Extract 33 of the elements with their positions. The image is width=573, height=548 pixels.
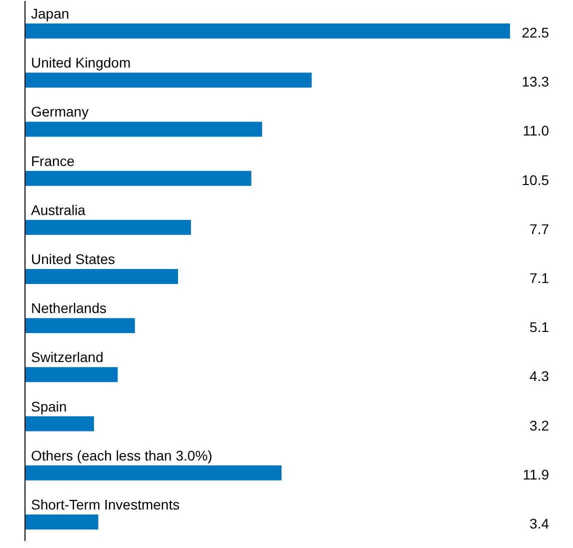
y-tick-label: France — [31, 152, 75, 169]
data-label: 10.5 — [522, 172, 550, 188]
bar — [25, 514, 98, 530]
y-tick-label: Short-Term Investments — [31, 496, 180, 512]
data-label: 22.5 — [522, 24, 550, 41]
bar — [25, 220, 191, 235]
bar — [25, 269, 178, 284]
data-label: 11.0 — [522, 122, 550, 139]
data-label: 4.3 — [530, 368, 550, 384]
y-tick-label: Others (each less than 3.0%) — [31, 447, 212, 464]
y-tick-label: Australia — [31, 202, 86, 218]
bar — [25, 122, 262, 137]
y-tick-label: United States — [31, 251, 116, 267]
data-label: 7.1 — [530, 270, 550, 286]
data-label: 13.3 — [522, 74, 550, 90]
bar — [25, 416, 94, 432]
bar — [25, 72, 312, 88]
y-tick-label: Netherlands — [31, 300, 106, 316]
data-label: 7.7 — [530, 220, 550, 237]
bar — [25, 367, 118, 382]
y-tick-label: Germany — [31, 104, 89, 120]
bar — [25, 465, 282, 480]
data-label: 11.9 — [522, 466, 550, 482]
y-tick-label: United Kingdom — [31, 54, 131, 71]
bar — [25, 24, 510, 39]
y-tick-label: Spain — [31, 398, 67, 414]
bar — [25, 318, 135, 334]
y-tick-label: Switzerland — [31, 349, 104, 366]
bar — [25, 170, 252, 186]
data-label: 5.1 — [530, 319, 550, 336]
data-label: 3.4 — [530, 515, 550, 532]
data-label: 3.2 — [530, 417, 550, 434]
y-tick-label: Japan — [31, 6, 70, 22]
